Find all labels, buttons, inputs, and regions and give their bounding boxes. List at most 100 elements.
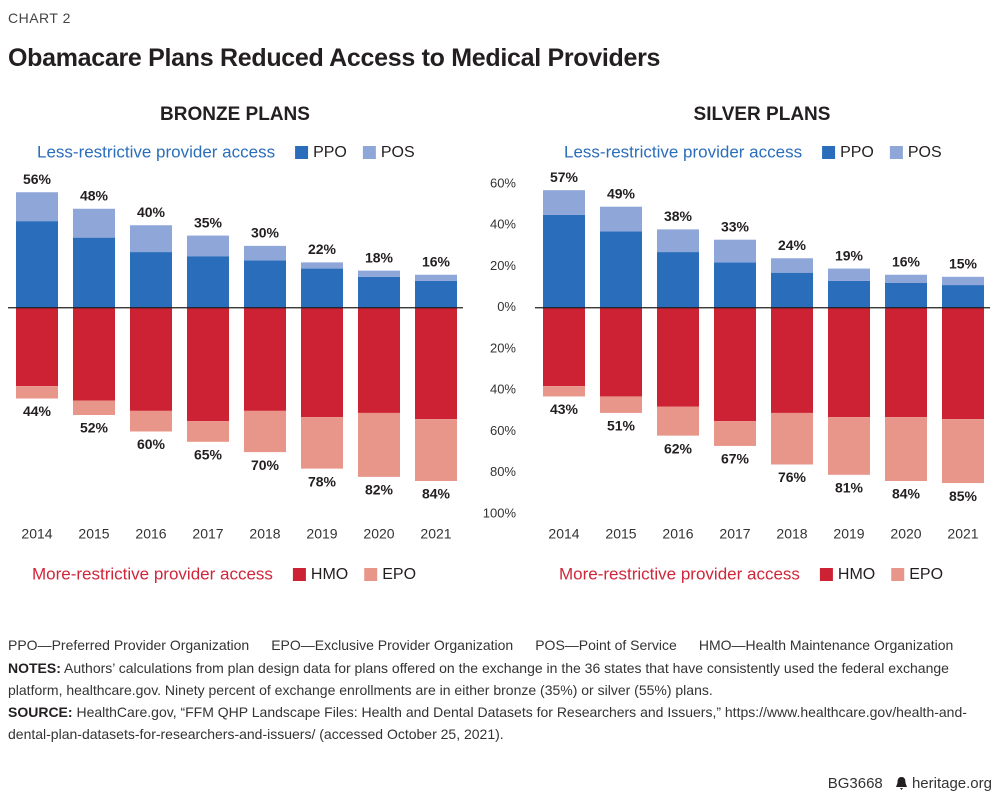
bar-segment (415, 274, 457, 281)
report-id: BG3668 (827, 775, 883, 792)
bar-segment (187, 421, 229, 442)
bar-segment (73, 237, 115, 308)
total-label: 81% (835, 480, 864, 496)
panel-title: BRONZE PLANS (160, 104, 310, 125)
x-tick-label: 2014 (21, 526, 52, 542)
abbreviation: PPO—Preferred Provider Organization (8, 637, 250, 653)
bar-segment (714, 421, 756, 446)
bar-segment (130, 410, 172, 432)
x-tick-label: 2014 (548, 526, 579, 542)
bar-segment (73, 208, 115, 238)
total-label: 67% (721, 451, 750, 467)
footer-credit: BG3668 heritage.org (828, 775, 992, 792)
bar-segment (16, 386, 58, 399)
bar-segment (657, 229, 699, 253)
total-label: 40% (137, 204, 166, 220)
x-tick-label: 2016 (662, 526, 693, 542)
total-label: 35% (194, 214, 223, 230)
x-tick-label: 2017 (719, 526, 750, 542)
bar-segment (942, 419, 984, 484)
bar-segment (828, 268, 870, 281)
bar-segment (828, 307, 870, 418)
bar-segment (187, 235, 229, 257)
total-label: 62% (664, 440, 693, 456)
y-tick-label: 20% (490, 258, 516, 273)
total-label: 60% (137, 436, 166, 452)
legend-heading: Less-restrictive provider access (37, 142, 275, 161)
bar-segment (16, 307, 58, 387)
bar-segment (942, 307, 984, 420)
x-tick-label: 2020 (363, 526, 394, 542)
bar-segment (73, 307, 115, 401)
total-label: 84% (422, 486, 451, 502)
bar-segment (244, 260, 286, 308)
x-tick-label: 2019 (306, 526, 337, 542)
x-tick-label: 2015 (78, 526, 109, 542)
bar-segment (714, 262, 756, 308)
total-label: 78% (308, 473, 337, 489)
abbreviation: EPO—Exclusive Provider Organization (271, 637, 514, 653)
legend-label: POS (908, 144, 942, 161)
legend-swatch (362, 146, 376, 159)
y-tick-label: 0% (497, 299, 516, 314)
bar-segment (187, 256, 229, 308)
total-label: 82% (365, 482, 394, 498)
bar-segment (657, 406, 699, 436)
legend-heading: Less-restrictive provider access (564, 142, 802, 161)
source-text: HealthCare.gov, “FFM QHP Landscape Files… (8, 704, 967, 742)
total-label: 76% (778, 469, 807, 485)
legend-swatch (822, 146, 836, 159)
notes-text: Authors’ calculations from plan design d… (8, 660, 949, 698)
bar-segment (771, 258, 813, 273)
bar-segment (771, 412, 813, 465)
bar-segment (301, 307, 343, 418)
bar-segment (244, 245, 286, 261)
y-tick-label: 40% (490, 217, 516, 232)
total-label: 33% (721, 218, 750, 234)
site: heritage.org (911, 775, 992, 792)
bar-segment (714, 239, 756, 263)
total-label: 49% (607, 185, 636, 201)
total-label: 57% (550, 169, 579, 185)
total-label: 52% (80, 420, 109, 436)
total-label: 15% (949, 256, 978, 272)
legend-swatch (292, 568, 306, 581)
bar-segment (600, 396, 642, 413)
source: SOURCE: HealthCare.gov, “FFM QHP Landsca… (8, 701, 993, 745)
x-tick-label: 2021 (947, 526, 978, 542)
notes-label: NOTES: (8, 660, 61, 676)
x-tick-label: 2018 (249, 526, 280, 542)
bar-segment (301, 417, 343, 469)
legend-label: EPO (382, 566, 416, 583)
x-tick-label: 2020 (890, 526, 921, 542)
abbreviations: PPO—Preferred Provider Organization EPO—E… (8, 637, 975, 653)
bar-segment (600, 206, 642, 232)
abbreviation: POS—Point of Service (535, 637, 677, 653)
legend-heading: More-restrictive provider access (559, 564, 800, 583)
bar-segment (16, 192, 58, 222)
bar-segment (543, 214, 585, 308)
panel-title: SILVER PLANS (694, 104, 831, 125)
bar-segment (828, 280, 870, 308)
bar-segment (130, 252, 172, 308)
x-tick-label: 2019 (833, 526, 864, 542)
bar-segment (657, 252, 699, 308)
total-label: 16% (422, 253, 451, 269)
x-tick-label: 2017 (192, 526, 223, 542)
legend-heading: More-restrictive provider access (32, 564, 273, 583)
bar-segment (657, 307, 699, 407)
bar-segment (415, 307, 457, 420)
bar-segment (885, 283, 927, 308)
bell-icon (895, 777, 907, 790)
bar-segment (714, 307, 756, 422)
notes: NOTES: Authors’ calculations from plan d… (8, 657, 993, 701)
total-label: 51% (607, 418, 636, 434)
bar-segment (828, 417, 870, 475)
y-tick-label: 40% (490, 382, 516, 397)
legend-swatch (891, 568, 905, 581)
total-label: 65% (194, 447, 223, 463)
y-tick-label: 20% (490, 340, 516, 355)
bar-segment (244, 307, 286, 411)
total-label: 19% (835, 247, 864, 263)
bar-segment (885, 274, 927, 283)
